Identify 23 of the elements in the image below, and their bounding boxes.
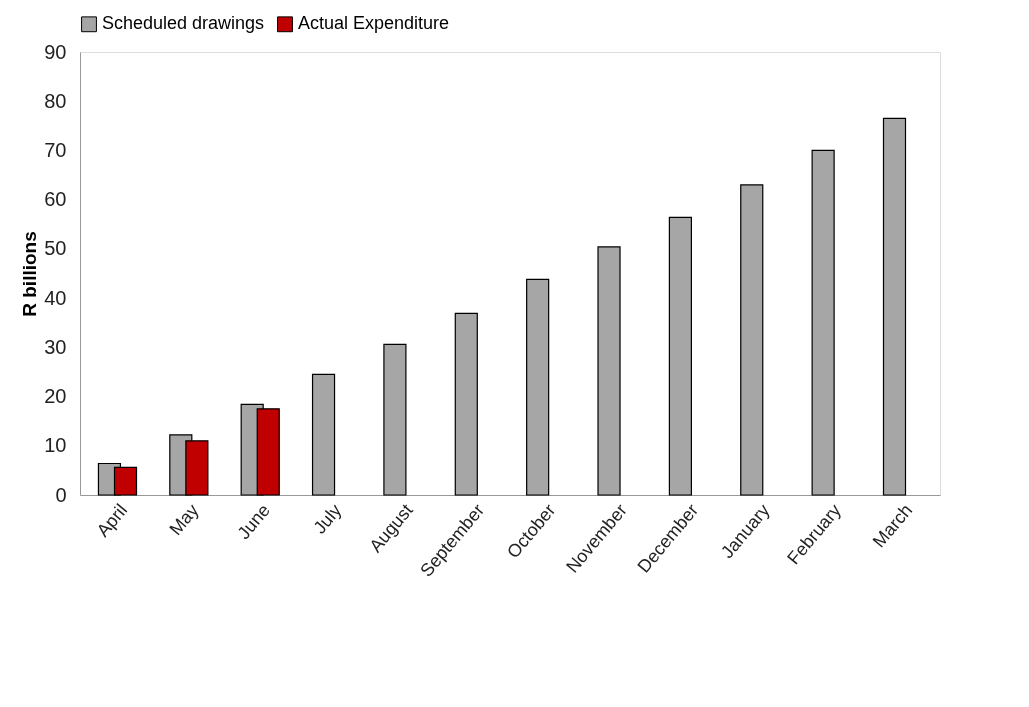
bar (597, 246, 621, 496)
bar (311, 373, 336, 496)
legend-label: Scheduled drawings (102, 13, 265, 34)
y-tick-label: 60 (44, 188, 67, 211)
y-axis-title: R billions (19, 231, 41, 317)
y-tick-label: 20 (44, 385, 67, 408)
y-tick-label: 30 (44, 335, 67, 358)
y-tick-label: 0 (55, 483, 67, 506)
bar (811, 149, 835, 496)
x-tick-label: July (309, 500, 346, 538)
bar (526, 278, 550, 496)
y-tick-label: 70 (44, 138, 67, 161)
y-tick-label: 80 (44, 89, 67, 112)
bar (740, 184, 764, 496)
bar (454, 312, 478, 496)
bar (668, 216, 692, 496)
y-tick-label: 90 (44, 40, 67, 63)
bar (882, 117, 907, 496)
y-tick-label: 40 (44, 286, 67, 309)
bar (383, 343, 407, 496)
y-tick-label: 50 (44, 237, 67, 260)
y-tick-label: 10 (44, 434, 67, 457)
legend-label: Actual Expenditure (298, 13, 450, 34)
